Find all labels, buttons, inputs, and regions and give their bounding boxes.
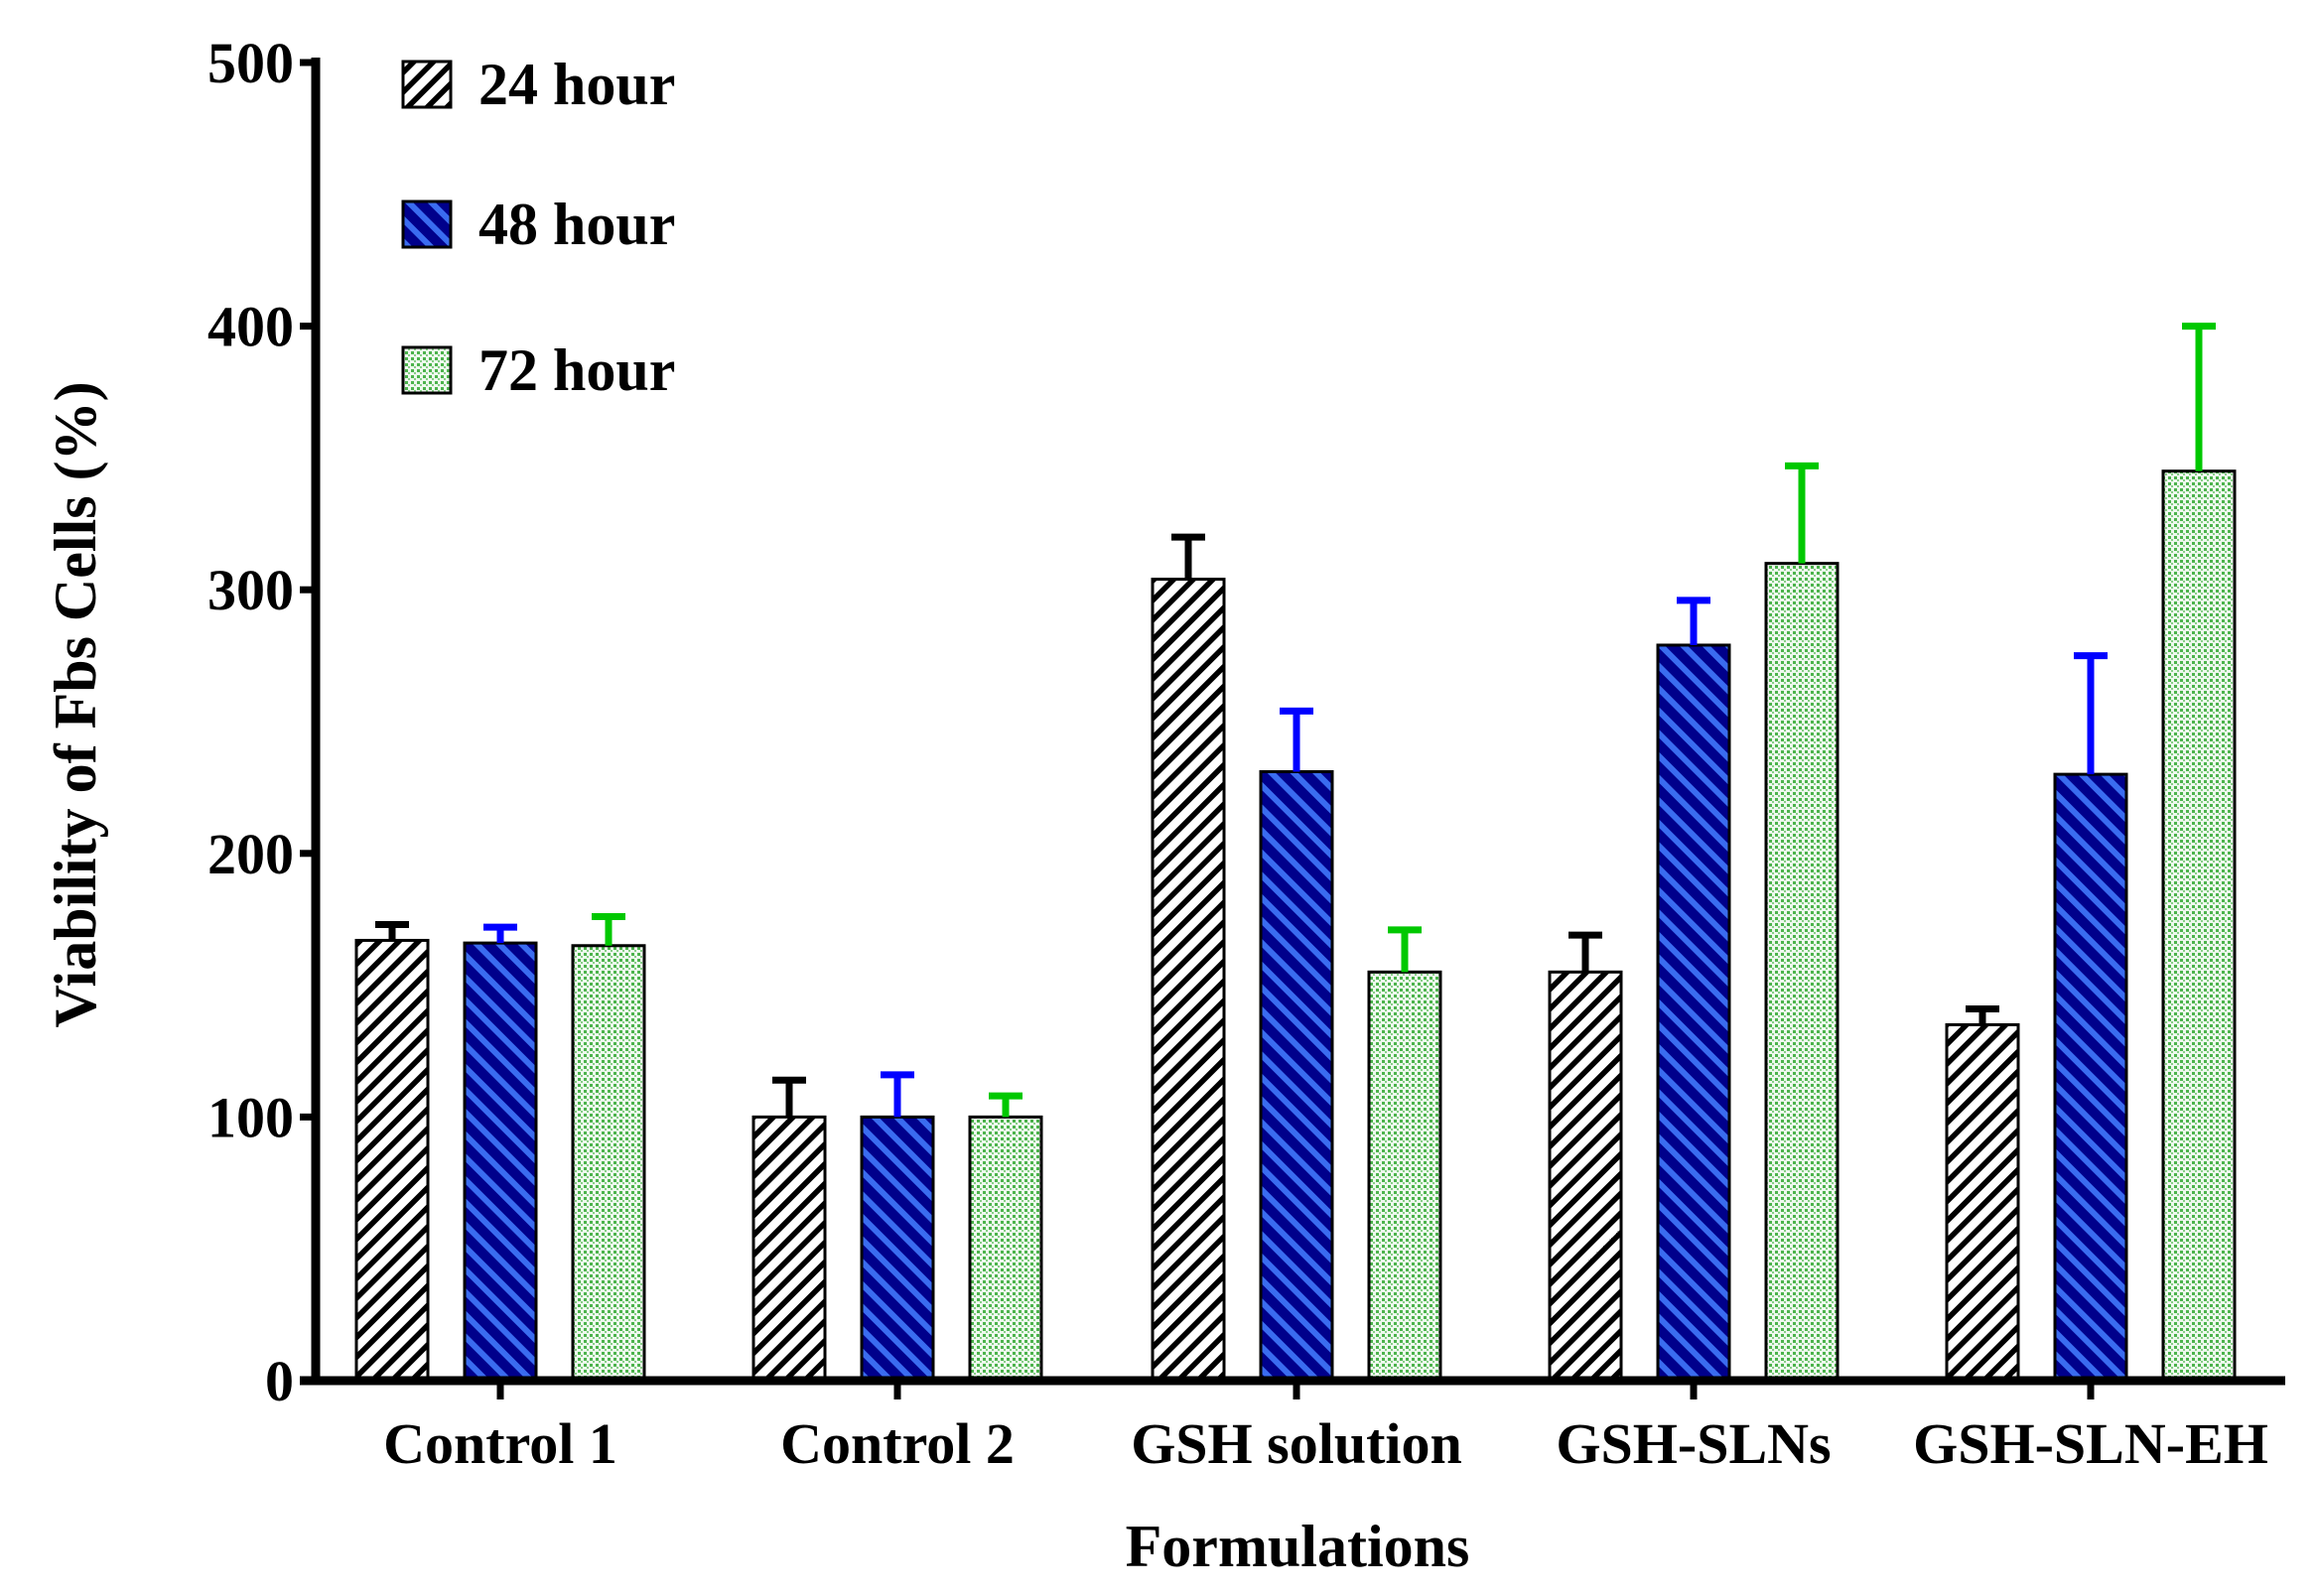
legend-label: 72 hour [478,337,675,403]
legend-swatch [401,345,453,395]
bars-layer [354,469,2237,1383]
bar-48-hour-gsh-solution [1259,769,1334,1383]
y-tick-label: 500 [207,31,294,95]
x-tick-label: GSH solution [1131,1411,1462,1476]
y-tick-label: 300 [207,558,294,622]
legend-label: 24 hour [478,52,675,117]
x-tick-label: Control 1 [383,1411,617,1476]
bar-48-hour-control-1 [463,941,538,1383]
x-tick-label: GSH-SLN-EH [1913,1411,2268,1476]
y-tick-label: 400 [207,295,294,359]
bar-72-hour-gsh-solution [1367,970,1442,1383]
x-ticks: Control 1 Control 2 GSH solution GSH-SLNs GS… [383,1381,2268,1476]
error-bars-layer [375,323,2216,1118]
x-tick-label: GSH-SLNs [1556,1411,1831,1476]
bar-24-hour-control-1 [354,938,430,1383]
bar-24-hour-gsh-sln-eh [1945,1022,2020,1383]
x-tick-label: Control 2 [780,1411,1015,1476]
bar-24-hour-gsh-solution [1151,578,1226,1383]
legend: 24 hour 48 hour 72 hour [401,52,675,403]
bar-48-hour-gsh-sln-eh [2053,772,2128,1383]
x-axis-title: Formulations [1126,1514,1470,1579]
bar-24-hour-gsh-slns [1548,970,1623,1383]
y-ticks: 0 100 200 300 400 500 [207,31,316,1413]
bar-24-hour-control-2 [751,1115,827,1383]
bar-72-hour-control-2 [968,1115,1043,1383]
bar-48-hour-gsh-slns [1656,643,1731,1383]
legend-swatch [401,60,453,109]
y-axis-title: Viability of Fbs Cells (%) [43,381,108,1027]
legend-swatch [401,200,453,249]
y-tick-label: 200 [207,822,294,886]
y-tick-label: 100 [207,1085,294,1149]
bar-72-hour-gsh-slns [1764,562,1840,1383]
bar-48-hour-control-2 [860,1115,935,1383]
bar-72-hour-gsh-sln-eh [2161,469,2237,1383]
bar-72-hour-control-1 [571,944,646,1383]
legend-label: 48 hour [478,192,675,257]
y-tick-label: 0 [265,1349,294,1413]
